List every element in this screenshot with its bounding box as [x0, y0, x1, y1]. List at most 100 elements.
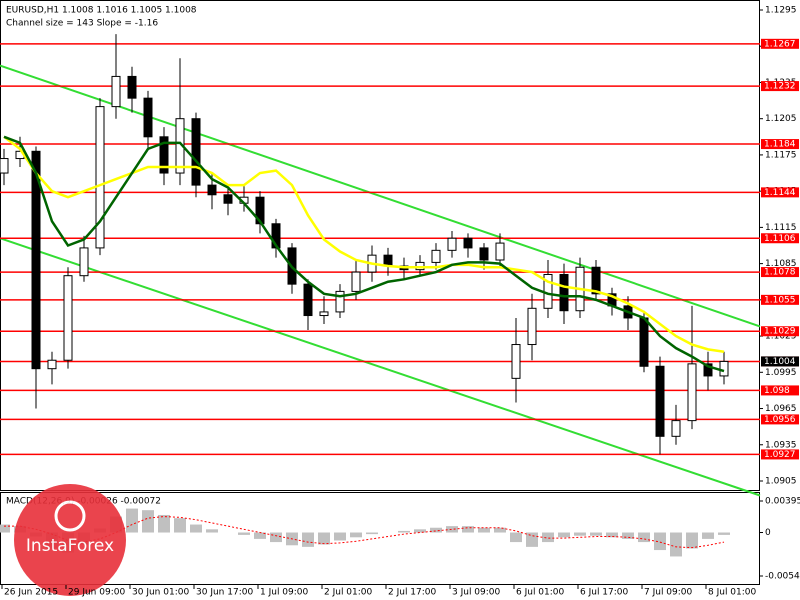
macd-bar	[686, 532, 698, 549]
macd-bar	[718, 532, 730, 535]
macd-bar	[558, 532, 570, 538]
candle-body	[511, 344, 521, 379]
x-tick-label: 29 Jun 09:00	[68, 588, 125, 598]
y-tick-label: 1.1085	[765, 259, 797, 269]
candle-body	[447, 237, 457, 251]
macd-bar	[254, 532, 266, 539]
macd-bar	[0, 524, 10, 533]
macd-bar	[622, 532, 634, 539]
candle-body	[463, 237, 473, 249]
macd-bar	[206, 529, 218, 533]
main-panel	[0, 0, 760, 491]
level-label: 1.1106	[764, 234, 796, 244]
candle-body	[559, 273, 569, 312]
last-price-bg	[761, 356, 799, 367]
candle-body	[591, 266, 601, 295]
candle-body	[703, 363, 713, 377]
macd-bar	[238, 532, 250, 535]
y-tick-label: 1.1175	[765, 150, 797, 160]
candle-body	[655, 365, 665, 437]
x-tick-label: 1 Jul 09:00	[260, 588, 309, 598]
macd-bar	[654, 532, 666, 551]
macd-bar	[494, 527, 506, 533]
level-label: 1.1078	[764, 268, 796, 278]
candle-body	[671, 420, 681, 437]
candle-body	[0, 158, 9, 174]
x-tick-label: 3 Jul 09:00	[452, 588, 501, 598]
candle-body	[303, 283, 313, 317]
level-label-bg	[761, 267, 799, 278]
candle-body	[95, 106, 105, 249]
moving-average	[3, 135, 725, 373]
macd-bar	[334, 532, 346, 541]
y-tick-label: 1.1115	[765, 223, 797, 233]
candle-body	[431, 249, 441, 263]
x-tick-label: 7 Jul 09:00	[644, 588, 693, 598]
watermark: InstaForex	[26, 536, 114, 556]
macd-bar	[462, 526, 474, 533]
level-label-bg	[761, 294, 799, 305]
chart-title: EURUSD,H1 1.1008 1.1016 1.1005 1.1008	[6, 6, 197, 16]
macd-bar	[318, 532, 330, 545]
candle-body	[79, 247, 89, 277]
macd-bar	[414, 529, 426, 533]
level-label-bg	[761, 326, 799, 337]
candle-body	[495, 242, 505, 261]
candle-body	[527, 307, 537, 346]
x-tick-label: 30 Jun 17:00	[196, 588, 253, 598]
level-label-bg	[761, 449, 799, 460]
candle-body	[271, 223, 281, 249]
level-label-bg	[761, 81, 799, 92]
candle-body	[47, 359, 57, 370]
y-tick-label: 1.0935	[765, 440, 797, 450]
y-tick-label: 1.1295	[765, 6, 797, 16]
macd-bar	[174, 518, 186, 533]
level-label: 1.1267	[764, 39, 796, 49]
channel-line	[0, 64, 761, 328]
candle-body	[319, 311, 329, 317]
candle-body	[351, 271, 361, 292]
y-tick-label: 1.0905	[765, 477, 797, 487]
level-label-bg	[761, 233, 799, 244]
level-label-bg	[761, 414, 799, 425]
macd-bar	[574, 532, 586, 536]
candle-body	[143, 97, 153, 138]
x-tick-label: 8 Jul 01:00	[708, 588, 757, 598]
x-tick-label: 6 Jul 01:00	[516, 588, 565, 598]
x-tick-label: 6 Jul 17:00	[580, 588, 629, 598]
macd-bar	[158, 514, 170, 533]
candle-body	[687, 363, 697, 422]
macd-bar	[478, 527, 490, 533]
level-label-bg	[761, 187, 799, 198]
level-label: 1.0956	[764, 415, 796, 425]
level-label: 1.1029	[764, 327, 796, 337]
macd-bar	[670, 532, 682, 557]
candle-body	[159, 136, 169, 174]
level-label: 1.1184	[764, 140, 796, 150]
y-tick-label: 1.1025	[765, 332, 797, 342]
logo-icon	[54, 500, 86, 532]
level-label: 1.1144	[764, 188, 796, 198]
y-tick-label: -0.00545	[765, 572, 800, 582]
level-label: 1.1232	[764, 82, 796, 92]
candle-body	[479, 247, 489, 261]
chart-subtitle: Channel size = 143 Slope = -1.16	[6, 19, 158, 29]
macd-bar	[446, 526, 458, 533]
level-label-bg	[761, 38, 799, 49]
candle-body	[127, 75, 137, 99]
macd-bar	[606, 532, 618, 538]
candle-body	[335, 290, 345, 313]
candle-body	[207, 184, 217, 196]
macd-bar	[142, 510, 154, 533]
macd-bar	[126, 508, 138, 533]
macd-bar	[190, 524, 202, 533]
macd-bar	[350, 532, 362, 538]
channel-line	[0, 237, 761, 497]
candle-body	[63, 275, 73, 361]
y-tick-label: 1.1205	[765, 114, 797, 124]
y-tick-label: 0	[765, 528, 771, 538]
level-label-bg	[761, 385, 799, 396]
level-label: 1.098	[764, 386, 790, 396]
